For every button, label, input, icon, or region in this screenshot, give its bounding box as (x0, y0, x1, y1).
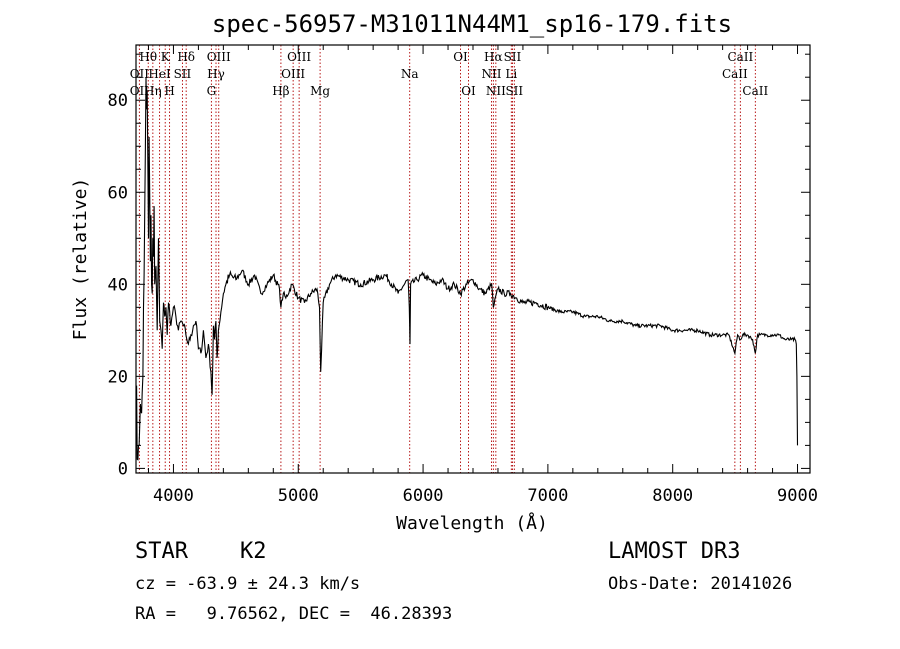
x-tick-label: 9000 (777, 486, 818, 506)
spectral-line-label: CaII (722, 67, 748, 81)
x-tick-label: 7000 (527, 486, 568, 506)
spectral-line-label: OIII (281, 67, 305, 81)
spectral-line-label: NII (481, 67, 501, 81)
x-axis-ticks: 4000 5000 6000 7000 8000 9000 (147, 45, 818, 506)
y-tick-label: 20 (108, 367, 128, 387)
spectral-line-markers (138, 45, 756, 473)
spectral-line-label: CaII (727, 50, 753, 64)
x-tick-label: 8000 (652, 486, 693, 506)
spectral-line-label: Na (401, 67, 419, 81)
spectral-line-label: Hβ (272, 84, 289, 98)
spectral-line-label: HeI (148, 67, 171, 81)
y-tick-label: 0 (118, 459, 128, 479)
spectral-line-label: Mg (310, 84, 330, 98)
spectral-line-label: OI (461, 84, 476, 98)
object-subclass: K2 (240, 539, 267, 564)
x-tick-label: 5000 (278, 486, 319, 506)
spectral-line-label: OIII (207, 50, 231, 64)
spectral-line-label: Hθ (139, 50, 157, 64)
spectral-line-label: OII (130, 84, 150, 98)
y-tick-label: 60 (108, 183, 128, 203)
spectral-line-label: Hα (484, 50, 503, 64)
redshift-velocity: cz = -63.9 ± 24.3 km/s (135, 574, 361, 594)
spectral-line-label: SII (174, 67, 192, 81)
x-tick-label: 4000 (153, 486, 194, 506)
spectral-line-label: NII (486, 84, 506, 98)
object-class: STAR (135, 539, 188, 564)
observation-date: Obs-Date: 20141026 (608, 574, 793, 594)
spectral-line-label: SII (505, 84, 523, 98)
spectral-line-label: Hη (144, 84, 162, 98)
spectral-line-label: OI (453, 50, 468, 64)
y-tick-label: 40 (108, 275, 128, 295)
survey-name: LAMOST DR3 (608, 539, 741, 564)
y-axis-ticks: 0 20 40 60 80 (108, 53, 810, 479)
spectral-line-label: Hγ (207, 67, 225, 81)
spectral-line-label: Hδ (177, 50, 195, 64)
x-axis-label: Wavelength (Å) (396, 512, 548, 534)
spectral-line-label: OIII (287, 50, 311, 64)
spectral-line-label: K (161, 50, 171, 64)
spectral-line-label: Li (505, 67, 517, 81)
y-axis-label: Flux (relative) (70, 178, 91, 341)
y-tick-label: 80 (108, 91, 128, 111)
chart-title: spec-56957-M31011N44M1_sp16-179.fits (212, 10, 732, 38)
spectral-line-label: CaII (742, 84, 768, 98)
plot-frame (135, 44, 811, 474)
spectral-line-label: OII (130, 67, 150, 81)
x-tick-label: 6000 (403, 486, 444, 506)
spectral-line-label: G (207, 84, 217, 98)
flux-series-line (136, 77, 799, 461)
spectral-line-label: SII (504, 50, 522, 64)
coordinates: RA = 9.76562, DEC = 46.28393 (135, 604, 453, 624)
spectral-line-label: H (164, 84, 174, 98)
